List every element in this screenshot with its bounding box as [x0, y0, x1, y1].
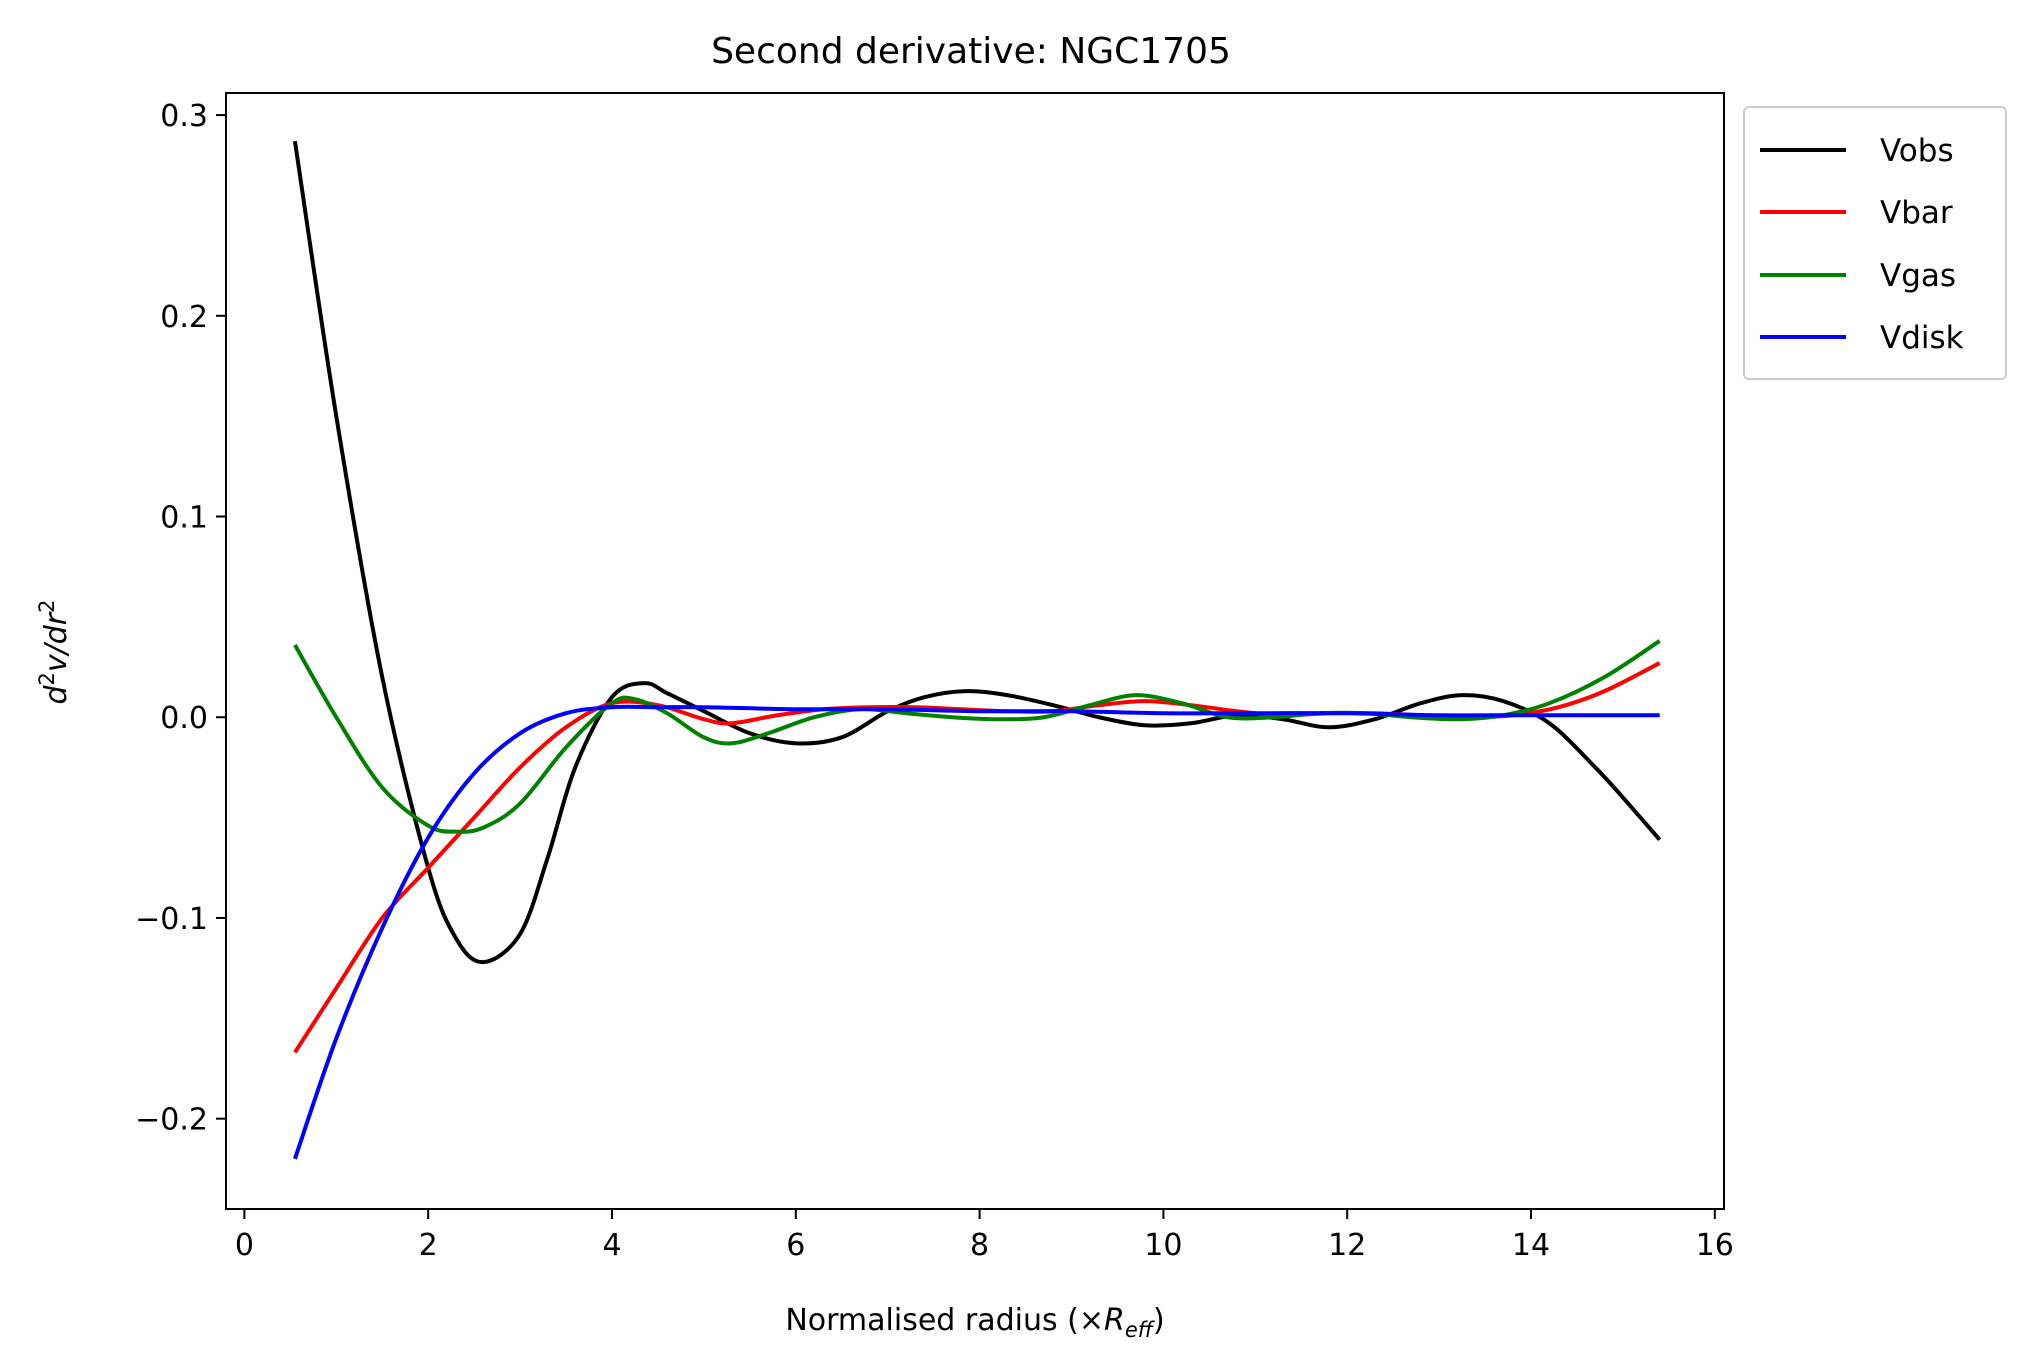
legend-label-vbar: Vbar: [1880, 195, 1953, 231]
y-label-sup1: 2: [35, 672, 59, 685]
y-axis-ticks: −0.2 −0.1 0.0 0.1 0.2 0.3: [135, 99, 226, 1138]
y-tick-label: 0.1: [160, 501, 208, 536]
x-label-suffix: ): [1153, 1303, 1165, 1338]
x-label-sub: eff: [1125, 1318, 1156, 1342]
x-tick-label: 12: [1328, 1228, 1366, 1263]
legend-label-vdisk: Vdisk: [1880, 320, 1964, 356]
x-tick-label: 4: [602, 1228, 621, 1263]
plot-frame: [225, 92, 1725, 1210]
plot-lines: [292, 140, 1662, 1160]
y-tick-label: 0.2: [160, 300, 208, 335]
series-line-vdisk: [293, 704, 1660, 1160]
x-tick-label: 2: [419, 1228, 438, 1263]
y-label-slash: /: [39, 641, 74, 657]
legend-label-vobs: Vobs: [1880, 133, 1954, 169]
x-tick-label: 16: [1696, 1228, 1734, 1263]
y-tick-label: 0.3: [160, 99, 208, 134]
x-axis-label: Normalised radius (×Reff): [785, 1303, 1164, 1342]
x-tick-label: 14: [1512, 1228, 1550, 1263]
x-label-var: R: [1104, 1303, 1125, 1338]
y-label-dr: dr: [39, 611, 74, 644]
y-tick-label: −0.2: [135, 1103, 208, 1138]
y-label-v: v: [39, 653, 74, 672]
y-label-d: d: [39, 685, 74, 705]
y-tick-label: −0.1: [135, 902, 208, 937]
legend: Vobs Vbar Vgas Vdisk: [1743, 106, 2007, 380]
x-tick-label: 10: [1144, 1228, 1182, 1263]
x-tick-label: 0: [235, 1228, 254, 1263]
x-tick-label: 6: [786, 1228, 805, 1263]
legend-box: [1743, 106, 2007, 380]
y-axis-label: d2v/dr2: [35, 599, 74, 704]
x-axis-ticks: 0 2 4 6 8 10 12 14 16: [235, 1209, 1734, 1263]
x-label-prefix: Normalised radius (×: [785, 1303, 1104, 1338]
y-tick-label: 0.0: [160, 701, 208, 736]
chart-title: Second derivative: NGC1705: [711, 31, 1231, 72]
x-tick-label: 8: [970, 1228, 989, 1263]
y-label-sup2: 2: [35, 599, 59, 612]
legend-label-vgas: Vgas: [1880, 258, 1956, 294]
series-line-vobs: [292, 140, 1662, 965]
